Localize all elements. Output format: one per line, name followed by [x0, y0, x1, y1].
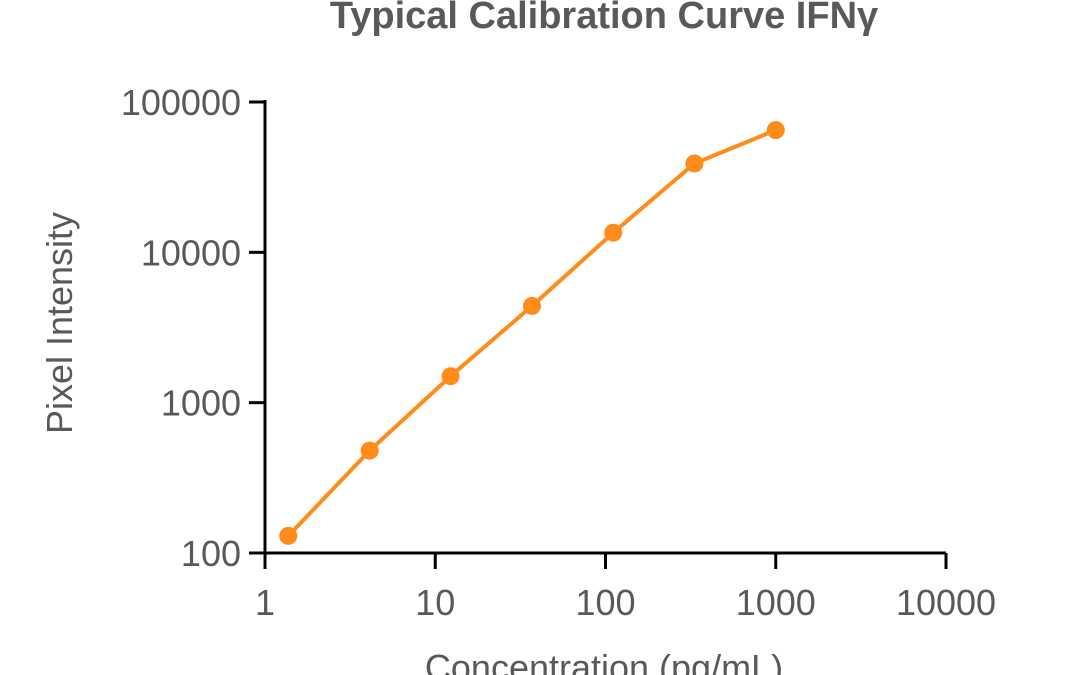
y-ticks: 100 1000 10000 100000 [121, 82, 265, 574]
y-tick-label: 100000 [121, 82, 241, 123]
y-axis-label: Pixel Intensity [39, 212, 80, 434]
y-tick-label: 10000 [141, 232, 241, 273]
series-line [286, 128, 777, 538]
x-tick-label: 10 [415, 582, 455, 623]
x-tick-label: 1 [255, 582, 275, 623]
data-point [441, 367, 460, 386]
data-point [522, 296, 541, 315]
axes [263, 100, 946, 555]
data-point [685, 154, 704, 173]
x-ticks: 1 10 100 1000 10000 [255, 553, 996, 623]
chart-title: Typical Calibration Curve IFNγ [330, 0, 878, 37]
y-tick-label: 1000 [161, 383, 241, 424]
data-point [279, 526, 298, 545]
series-group [279, 121, 785, 545]
data-point [604, 223, 623, 242]
data-point [360, 441, 379, 460]
x-tick-label: 100 [575, 582, 635, 623]
y-tick-label: 100 [181, 533, 241, 574]
x-tick-label: 1000 [736, 582, 816, 623]
data-point [766, 121, 785, 140]
x-tick-label: 10000 [896, 582, 996, 623]
x-axis-label: Concentration (pg/mL) [425, 647, 783, 675]
